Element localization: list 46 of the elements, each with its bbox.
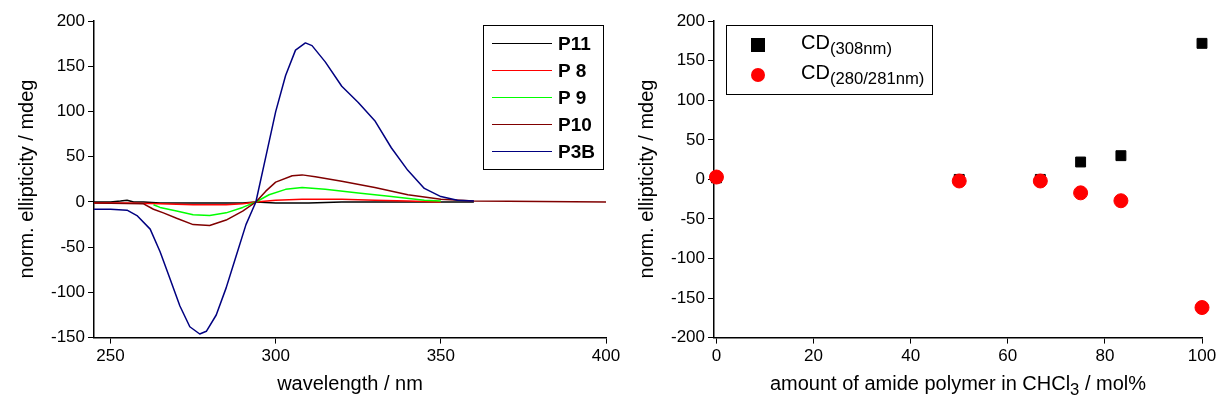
y-tick-label: 150 bbox=[56, 56, 86, 76]
y-tick-label: 100 bbox=[56, 101, 86, 121]
y-tick-label: 200 bbox=[56, 10, 86, 30]
x-tick-label: 60 bbox=[998, 346, 1018, 366]
y-tick-label: -50 bbox=[60, 236, 86, 256]
x-tick-label: 20 bbox=[804, 346, 824, 366]
point bbox=[1196, 37, 1208, 49]
y-tick-label: -150 bbox=[670, 287, 706, 307]
x-tick-label: 0 bbox=[711, 346, 722, 366]
y-tick-label: 150 bbox=[676, 50, 706, 70]
x-tick-label: 80 bbox=[1095, 346, 1115, 366]
legend-label: P 9 bbox=[558, 86, 587, 109]
y-tick-label: 50 bbox=[686, 129, 706, 149]
x-tick-label: 40 bbox=[901, 346, 921, 366]
point bbox=[1073, 185, 1089, 201]
legend-label: P3B bbox=[558, 140, 595, 163]
x-tick-label: 100 bbox=[1187, 346, 1217, 366]
legend-label: P10 bbox=[558, 113, 592, 136]
point bbox=[1113, 193, 1129, 209]
y-axis-title: norm. ellipticity / mdeg bbox=[634, 79, 658, 279]
y-tick-label: -100 bbox=[50, 282, 86, 302]
x-tick-label: 300 bbox=[261, 346, 290, 366]
y-tick-label: 50 bbox=[66, 146, 86, 166]
y-tick-label: 100 bbox=[676, 89, 706, 109]
y-tick-label: -50 bbox=[680, 208, 706, 228]
legend-label: P 8 bbox=[558, 59, 587, 82]
y-tick-label: -150 bbox=[50, 327, 86, 347]
x-tick-label: 400 bbox=[591, 346, 621, 366]
legend-label: P11 bbox=[558, 32, 591, 55]
y-tick-label: 0 bbox=[695, 169, 706, 189]
x-tick-label: 350 bbox=[426, 346, 456, 366]
legend-label: CD$_{(280/281nm)}$ bbox=[801, 61, 925, 90]
point bbox=[1115, 150, 1127, 162]
y-tick-label: 0 bbox=[75, 191, 86, 211]
x-tick-label: 250 bbox=[96, 346, 125, 366]
point bbox=[1032, 173, 1048, 189]
point bbox=[951, 173, 967, 189]
legend-label: CD$_{(308nm)}$ bbox=[801, 31, 892, 60]
point bbox=[1075, 156, 1087, 168]
x-axis-title: wavelength / nm bbox=[277, 372, 423, 395]
point bbox=[1194, 300, 1210, 316]
y-axis-title: norm. ellipticity / mdeg bbox=[14, 79, 38, 279]
y-tick-label: 200 bbox=[676, 10, 706, 30]
x-axis-title: amount of amide polymer in CHCl$_{3}$ / mol% bbox=[769, 372, 1147, 400]
y-tick-label: -200 bbox=[670, 327, 706, 347]
y-tick-label: -100 bbox=[670, 248, 706, 268]
